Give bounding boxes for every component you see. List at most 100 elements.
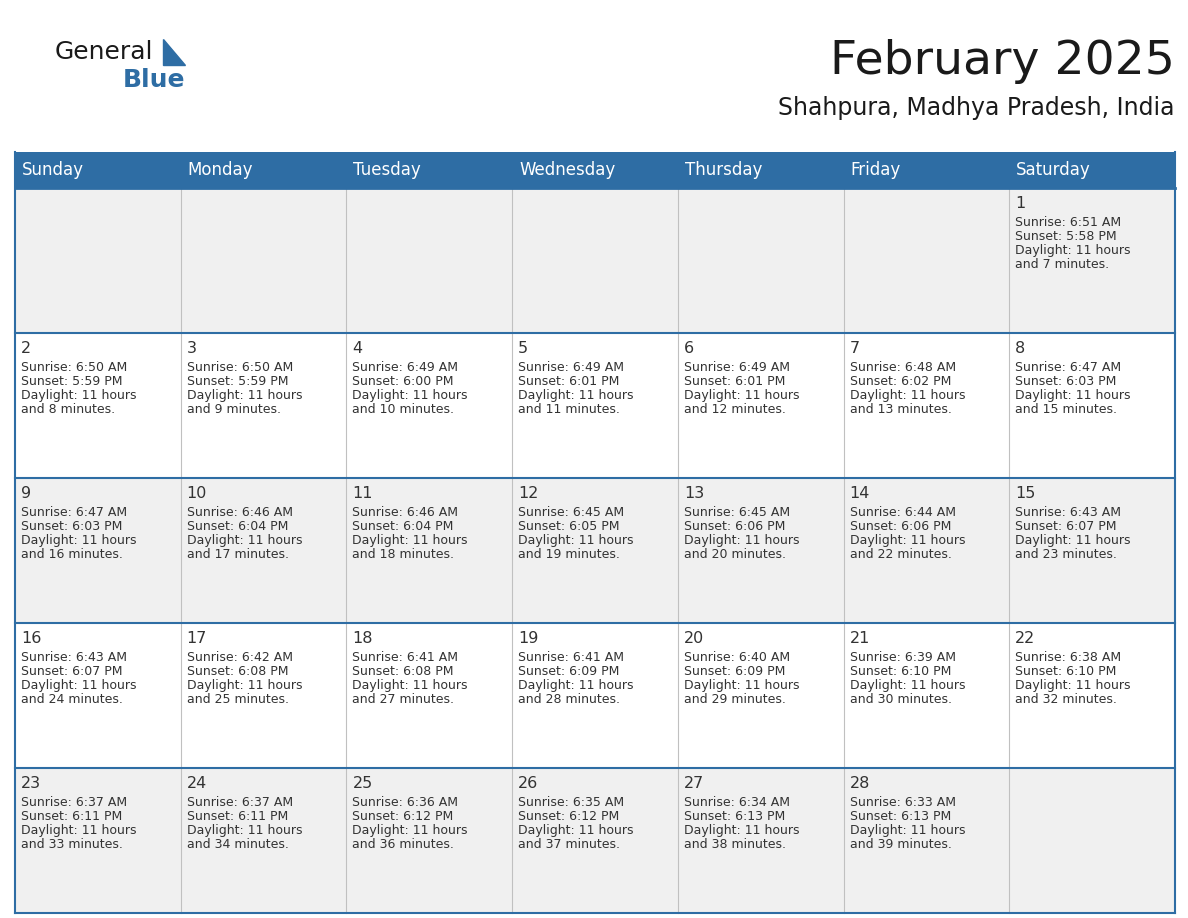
Text: 7: 7 [849,341,860,356]
Text: Sunrise: 6:45 AM: Sunrise: 6:45 AM [684,506,790,519]
Text: and 8 minutes.: and 8 minutes. [21,403,115,416]
Text: and 18 minutes.: and 18 minutes. [353,548,455,561]
Text: Sunset: 6:08 PM: Sunset: 6:08 PM [187,665,289,678]
Text: Sunrise: 6:49 AM: Sunrise: 6:49 AM [353,361,459,374]
Text: February 2025: February 2025 [830,39,1175,84]
Text: Daylight: 11 hours: Daylight: 11 hours [849,534,965,547]
Text: and 36 minutes.: and 36 minutes. [353,838,454,851]
Text: Daylight: 11 hours: Daylight: 11 hours [849,389,965,402]
Text: Daylight: 11 hours: Daylight: 11 hours [187,534,302,547]
Text: Sunset: 6:10 PM: Sunset: 6:10 PM [849,665,950,678]
Text: Saturday: Saturday [1016,161,1091,179]
Text: Sunset: 6:11 PM: Sunset: 6:11 PM [187,810,287,823]
Text: Thursday: Thursday [684,161,763,179]
Text: Daylight: 11 hours: Daylight: 11 hours [187,389,302,402]
Text: 19: 19 [518,631,538,646]
Text: 8: 8 [1016,341,1025,356]
Text: and 25 minutes.: and 25 minutes. [187,693,289,706]
Text: and 38 minutes.: and 38 minutes. [684,838,785,851]
Text: Sunset: 6:11 PM: Sunset: 6:11 PM [21,810,122,823]
Text: 23: 23 [21,776,42,791]
Text: Sunset: 6:05 PM: Sunset: 6:05 PM [518,520,620,533]
Text: and 29 minutes.: and 29 minutes. [684,693,785,706]
Text: Sunset: 6:04 PM: Sunset: 6:04 PM [353,520,454,533]
Text: Sunrise: 6:50 AM: Sunrise: 6:50 AM [21,361,127,374]
Text: Daylight: 11 hours: Daylight: 11 hours [684,824,800,837]
Text: Sunset: 6:02 PM: Sunset: 6:02 PM [849,375,950,388]
Text: and 24 minutes.: and 24 minutes. [21,693,122,706]
Text: Sunset: 6:09 PM: Sunset: 6:09 PM [518,665,619,678]
Text: and 28 minutes.: and 28 minutes. [518,693,620,706]
Text: Sunrise: 6:37 AM: Sunrise: 6:37 AM [187,796,292,809]
Text: 16: 16 [21,631,42,646]
Text: Daylight: 11 hours: Daylight: 11 hours [518,389,633,402]
Text: Sunrise: 6:51 AM: Sunrise: 6:51 AM [1016,216,1121,229]
Text: 22: 22 [1016,631,1036,646]
Text: 2: 2 [21,341,31,356]
Text: and 23 minutes.: and 23 minutes. [1016,548,1117,561]
Bar [15,333,1175,478]
Text: and 15 minutes.: and 15 minutes. [1016,403,1117,416]
Text: and 10 minutes.: and 10 minutes. [353,403,455,416]
Text: Friday: Friday [851,161,901,179]
Text: Wednesday: Wednesday [519,161,615,179]
Text: Sunset: 6:01 PM: Sunset: 6:01 PM [684,375,785,388]
Text: Sunrise: 6:46 AM: Sunrise: 6:46 AM [353,506,459,519]
Text: Daylight: 11 hours: Daylight: 11 hours [849,679,965,692]
Text: 28: 28 [849,776,870,791]
Text: Sunrise: 6:38 AM: Sunrise: 6:38 AM [1016,651,1121,664]
Text: 3: 3 [187,341,197,356]
Text: Daylight: 11 hours: Daylight: 11 hours [1016,679,1131,692]
Text: Sunrise: 6:49 AM: Sunrise: 6:49 AM [684,361,790,374]
Text: Sunday: Sunday [23,161,84,179]
Text: and 20 minutes.: and 20 minutes. [684,548,785,561]
Text: and 12 minutes.: and 12 minutes. [684,403,785,416]
Text: Daylight: 11 hours: Daylight: 11 hours [21,824,137,837]
Text: Daylight: 11 hours: Daylight: 11 hours [21,534,137,547]
Text: Sunset: 6:07 PM: Sunset: 6:07 PM [1016,520,1117,533]
Text: Sunset: 6:12 PM: Sunset: 6:12 PM [518,810,619,823]
Text: Daylight: 11 hours: Daylight: 11 hours [187,824,302,837]
Text: Sunset: 6:03 PM: Sunset: 6:03 PM [21,520,122,533]
Bar [15,478,1175,623]
Text: 4: 4 [353,341,362,356]
Text: 1: 1 [1016,196,1025,211]
Text: Daylight: 11 hours: Daylight: 11 hours [1016,534,1131,547]
Text: Sunset: 6:06 PM: Sunset: 6:06 PM [684,520,785,533]
Text: Daylight: 11 hours: Daylight: 11 hours [849,824,965,837]
Text: Daylight: 11 hours: Daylight: 11 hours [518,534,633,547]
Text: 25: 25 [353,776,373,791]
Text: 17: 17 [187,631,207,646]
Text: Monday: Monday [188,161,253,179]
Text: and 37 minutes.: and 37 minutes. [518,838,620,851]
Text: 13: 13 [684,486,704,501]
Text: Sunset: 6:09 PM: Sunset: 6:09 PM [684,665,785,678]
Text: Sunrise: 6:33 AM: Sunrise: 6:33 AM [849,796,955,809]
Text: Sunrise: 6:43 AM: Sunrise: 6:43 AM [21,651,127,664]
Text: Daylight: 11 hours: Daylight: 11 hours [684,679,800,692]
Text: and 7 minutes.: and 7 minutes. [1016,258,1110,271]
Text: Sunset: 6:12 PM: Sunset: 6:12 PM [353,810,454,823]
Text: Sunset: 6:13 PM: Sunset: 6:13 PM [684,810,785,823]
Text: and 11 minutes.: and 11 minutes. [518,403,620,416]
Text: and 33 minutes.: and 33 minutes. [21,838,122,851]
Text: Sunset: 5:59 PM: Sunset: 5:59 PM [21,375,122,388]
Text: Daylight: 11 hours: Daylight: 11 hours [684,389,800,402]
Text: Sunset: 6:07 PM: Sunset: 6:07 PM [21,665,122,678]
Text: Sunset: 6:03 PM: Sunset: 6:03 PM [1016,375,1117,388]
Text: Sunset: 6:00 PM: Sunset: 6:00 PM [353,375,454,388]
Text: Sunrise: 6:39 AM: Sunrise: 6:39 AM [849,651,955,664]
Text: Sunset: 6:13 PM: Sunset: 6:13 PM [849,810,950,823]
Text: Sunset: 5:59 PM: Sunset: 5:59 PM [187,375,289,388]
Text: Sunrise: 6:41 AM: Sunrise: 6:41 AM [353,651,459,664]
Bar [15,768,1175,913]
Bar [15,623,1175,768]
Text: Sunrise: 6:34 AM: Sunrise: 6:34 AM [684,796,790,809]
Text: Sunset: 6:08 PM: Sunset: 6:08 PM [353,665,454,678]
Text: Sunrise: 6:37 AM: Sunrise: 6:37 AM [21,796,127,809]
Text: 20: 20 [684,631,704,646]
Text: Daylight: 11 hours: Daylight: 11 hours [518,824,633,837]
Text: Daylight: 11 hours: Daylight: 11 hours [353,824,468,837]
Text: Shahpura, Madhya Pradesh, India: Shahpura, Madhya Pradesh, India [778,96,1175,120]
Text: 9: 9 [21,486,31,501]
